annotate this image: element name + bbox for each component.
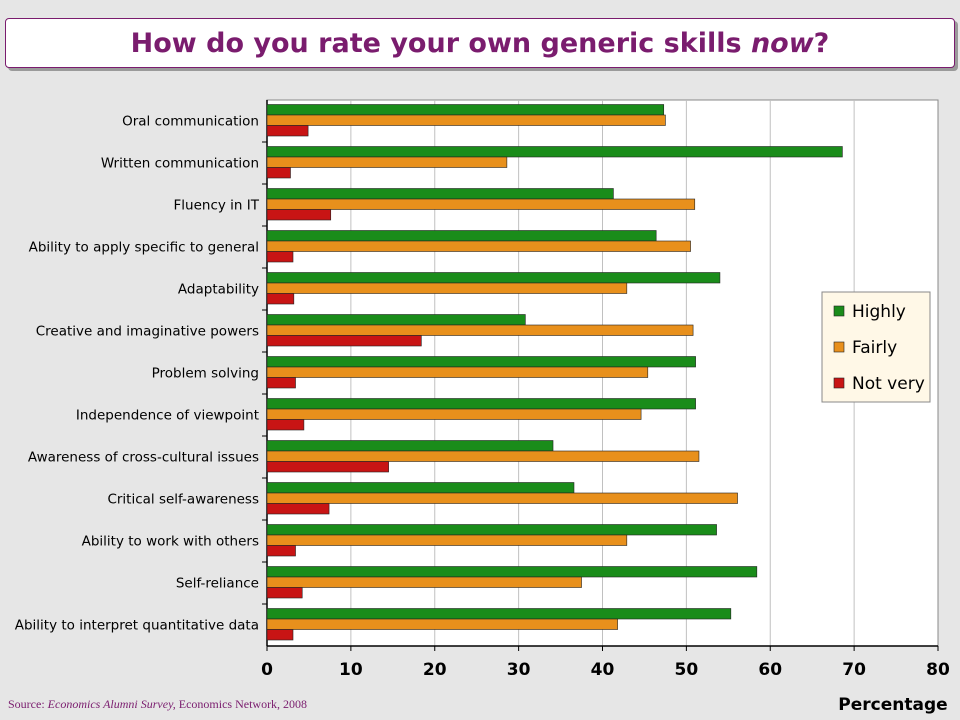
bar [266,314,526,326]
bar [266,608,732,620]
source-citation: Source: Economics Alumni Survey, Economi… [8,697,307,712]
bar [266,629,294,641]
bar [266,335,422,347]
bar [266,587,303,599]
source-prefix: Source: [8,697,48,711]
bar [266,408,642,420]
bar [266,534,628,546]
bar [266,576,582,588]
bar [266,377,296,389]
x-axis-label: Percentage [838,695,947,715]
bar [266,167,291,179]
category-label: Oral communication [122,113,259,129]
bar [266,146,843,158]
legend-swatch [833,305,845,317]
category-label: Ability to apply specific to general [29,239,259,255]
bar [266,618,618,630]
bar [266,251,294,263]
bar [266,156,508,168]
category-label: Self-reliance [176,575,259,591]
category-label: Adaptability [178,281,259,297]
bar [266,503,330,515]
legend-label: Not very [852,374,925,394]
bar [266,524,717,536]
bar [266,209,332,221]
bar [266,356,696,368]
legend-label: Fairly [852,338,897,358]
x-tick-label: 80 [926,660,950,680]
x-tick-label: 30 [507,660,531,680]
category-label: Written communication [101,155,259,171]
category-label: Problem solving [152,365,259,381]
bar [266,545,296,557]
bar [266,324,694,336]
bar [266,293,295,305]
category-label: Awareness of cross-cultural issues [28,449,259,465]
bar [266,114,666,126]
category-label: Creative and imaginative powers [36,323,259,339]
category-label: Independence of viewpoint [76,407,259,423]
source-survey-name: Economics Alumni Survey, [47,697,176,711]
bar [266,104,665,116]
bar [266,272,721,284]
source-publisher: Economics Network, 2008 [175,697,308,711]
bar [266,461,389,473]
bar [266,125,309,137]
legend-swatch [833,341,845,353]
legend-swatch [833,377,845,389]
bar [266,482,575,494]
title-main: How do you rate your own generic skills [130,28,751,59]
bar [266,450,700,462]
bar [266,366,649,378]
x-tick-label: 10 [339,660,363,680]
title-emphasis: now [750,28,814,59]
bar [266,188,614,200]
x-tick-label: 20 [423,660,447,680]
x-tick-label: 0 [261,660,273,680]
x-tick-label: 60 [758,660,782,680]
category-label: Critical self-awareness [107,491,259,507]
bar [266,240,691,252]
category-label: Fluency in IT [174,197,260,213]
category-label: Ability to interpret quantitative data [15,617,259,633]
title-end: ? [813,28,830,59]
category-label: Ability to work with others [82,533,259,549]
bar [266,198,696,210]
x-tick-label: 50 [675,660,699,680]
bar [266,492,738,504]
bar [266,419,305,431]
bar [266,398,696,410]
bar [266,440,554,452]
legend-label: Highly [852,302,906,322]
title-box: How do you rate your own generic skills … [5,18,955,68]
x-tick-label: 40 [591,660,615,680]
bar [266,566,758,578]
x-tick-label: 70 [842,660,866,680]
bar [266,230,657,242]
bar [266,282,628,294]
